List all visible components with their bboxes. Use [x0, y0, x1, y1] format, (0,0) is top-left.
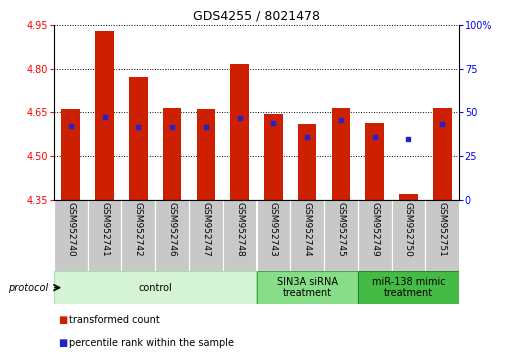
Bar — [88, 200, 122, 271]
Text: protocol: protocol — [9, 282, 49, 293]
Bar — [54, 200, 88, 271]
Text: GSM952749: GSM952749 — [370, 202, 379, 257]
Text: percentile rank within the sample: percentile rank within the sample — [69, 338, 234, 348]
Text: GSM952741: GSM952741 — [100, 202, 109, 257]
Bar — [365, 122, 384, 200]
Text: GSM952742: GSM952742 — [134, 202, 143, 257]
Text: ■: ■ — [58, 315, 67, 325]
Bar — [358, 200, 391, 271]
Text: GSM952746: GSM952746 — [168, 202, 176, 257]
Bar — [290, 200, 324, 271]
Bar — [433, 108, 451, 200]
Bar — [264, 114, 283, 200]
Bar — [223, 200, 256, 271]
Bar — [324, 200, 358, 271]
Bar — [256, 200, 290, 271]
Bar — [196, 109, 215, 200]
Bar — [95, 31, 114, 200]
Text: GSM952740: GSM952740 — [66, 202, 75, 257]
Text: transformed count: transformed count — [69, 315, 160, 325]
Bar — [163, 108, 182, 200]
Bar — [331, 108, 350, 200]
Text: GSM952751: GSM952751 — [438, 202, 447, 257]
Text: GSM952747: GSM952747 — [201, 202, 210, 257]
Text: control: control — [139, 282, 172, 293]
Bar — [62, 109, 80, 200]
Text: ■: ■ — [58, 338, 67, 348]
Bar — [122, 200, 155, 271]
Text: GSM952744: GSM952744 — [303, 202, 312, 257]
Text: SIN3A siRNA
treatment: SIN3A siRNA treatment — [277, 277, 338, 298]
Bar — [256, 272, 358, 304]
Bar — [155, 200, 189, 271]
Bar — [54, 272, 256, 304]
Bar — [391, 200, 425, 271]
Text: GSM952750: GSM952750 — [404, 202, 413, 257]
Bar — [298, 124, 317, 200]
Bar — [129, 78, 148, 200]
Text: miR-138 mimic
treatment: miR-138 mimic treatment — [371, 277, 445, 298]
Bar — [399, 194, 418, 200]
Bar — [425, 200, 459, 271]
Text: GSM952745: GSM952745 — [337, 202, 345, 257]
Bar — [358, 272, 459, 304]
Text: GSM952743: GSM952743 — [269, 202, 278, 257]
Title: GDS4255 / 8021478: GDS4255 / 8021478 — [193, 9, 320, 22]
Bar — [230, 64, 249, 200]
Text: GSM952748: GSM952748 — [235, 202, 244, 257]
Bar — [189, 200, 223, 271]
